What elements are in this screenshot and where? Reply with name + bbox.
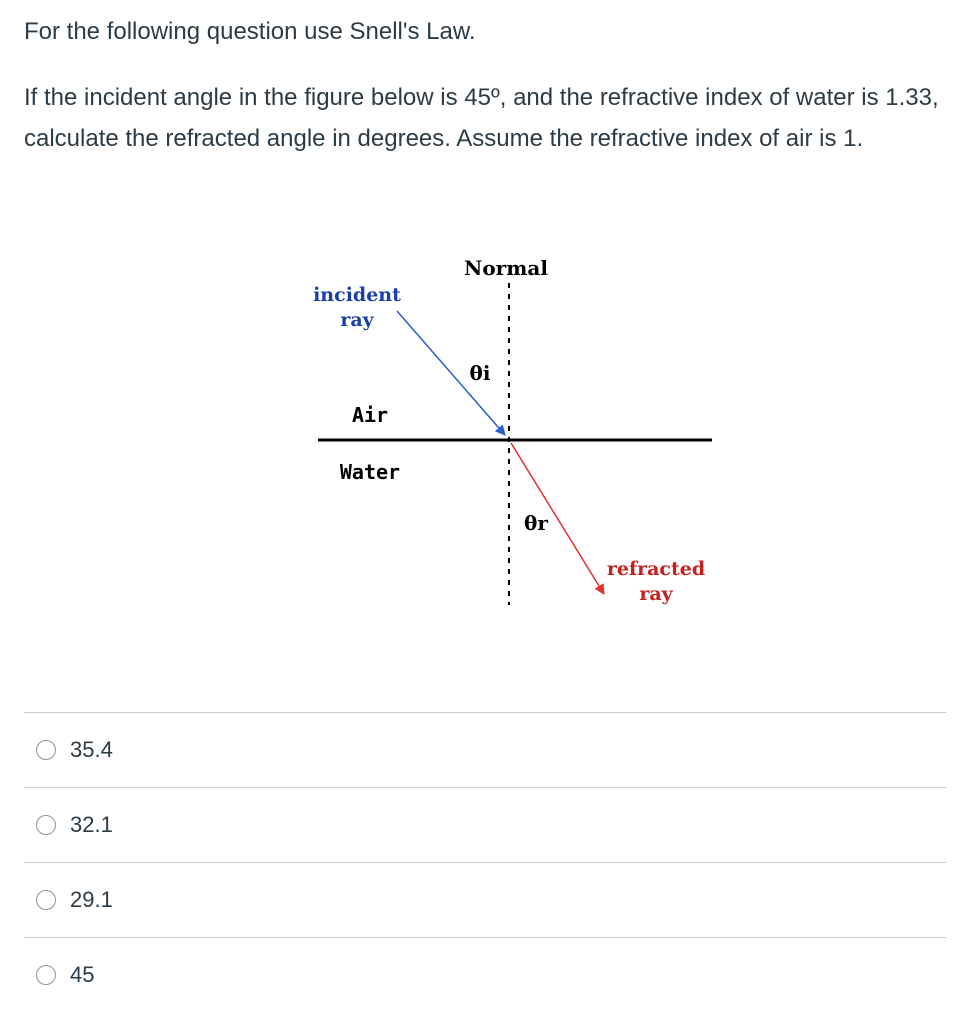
question-intro: For the following question use Snell's L… [24,18,476,45]
snells-law-figure: Normal incident ray θi Air Water θr refr… [300,245,720,615]
answer-list: 35.4 32.1 29.1 45 [24,712,946,1012]
answer-label: 45 [70,962,95,987]
answer-option-1[interactable]: 35.4 [24,713,946,788]
radio-button[interactable] [36,965,56,985]
answer-label: 29.1 [70,887,113,912]
answer-option-3[interactable]: 29.1 [24,863,946,938]
radio-button[interactable] [36,890,56,910]
answer-label: 32.1 [70,812,113,837]
refraction-diagram: Normal incident ray θi Air Water θr refr… [313,256,712,605]
answer-option-2[interactable]: 32.1 [24,788,946,863]
question-prompt: If the incident angle in the figure belo… [24,84,939,152]
answer-option-4[interactable]: 45 [24,938,946,1012]
theta-r-label: θr [524,511,548,535]
air-label: Air [352,403,388,427]
water-label: Water [340,460,400,484]
refracted-ray [510,442,605,595]
radio-button[interactable] [36,740,56,760]
incident-label-line2: ray [340,309,374,331]
normal-label: Normal [464,256,548,280]
theta-i-label: θi [470,361,491,385]
radio-button[interactable] [36,815,56,835]
answer-label: 35.4 [70,737,113,762]
incident-label-line1: incident [313,284,401,306]
refracted-label-line1: refracted [607,558,705,580]
incident-ray [396,310,506,436]
refracted-label-line2: ray [639,583,673,605]
